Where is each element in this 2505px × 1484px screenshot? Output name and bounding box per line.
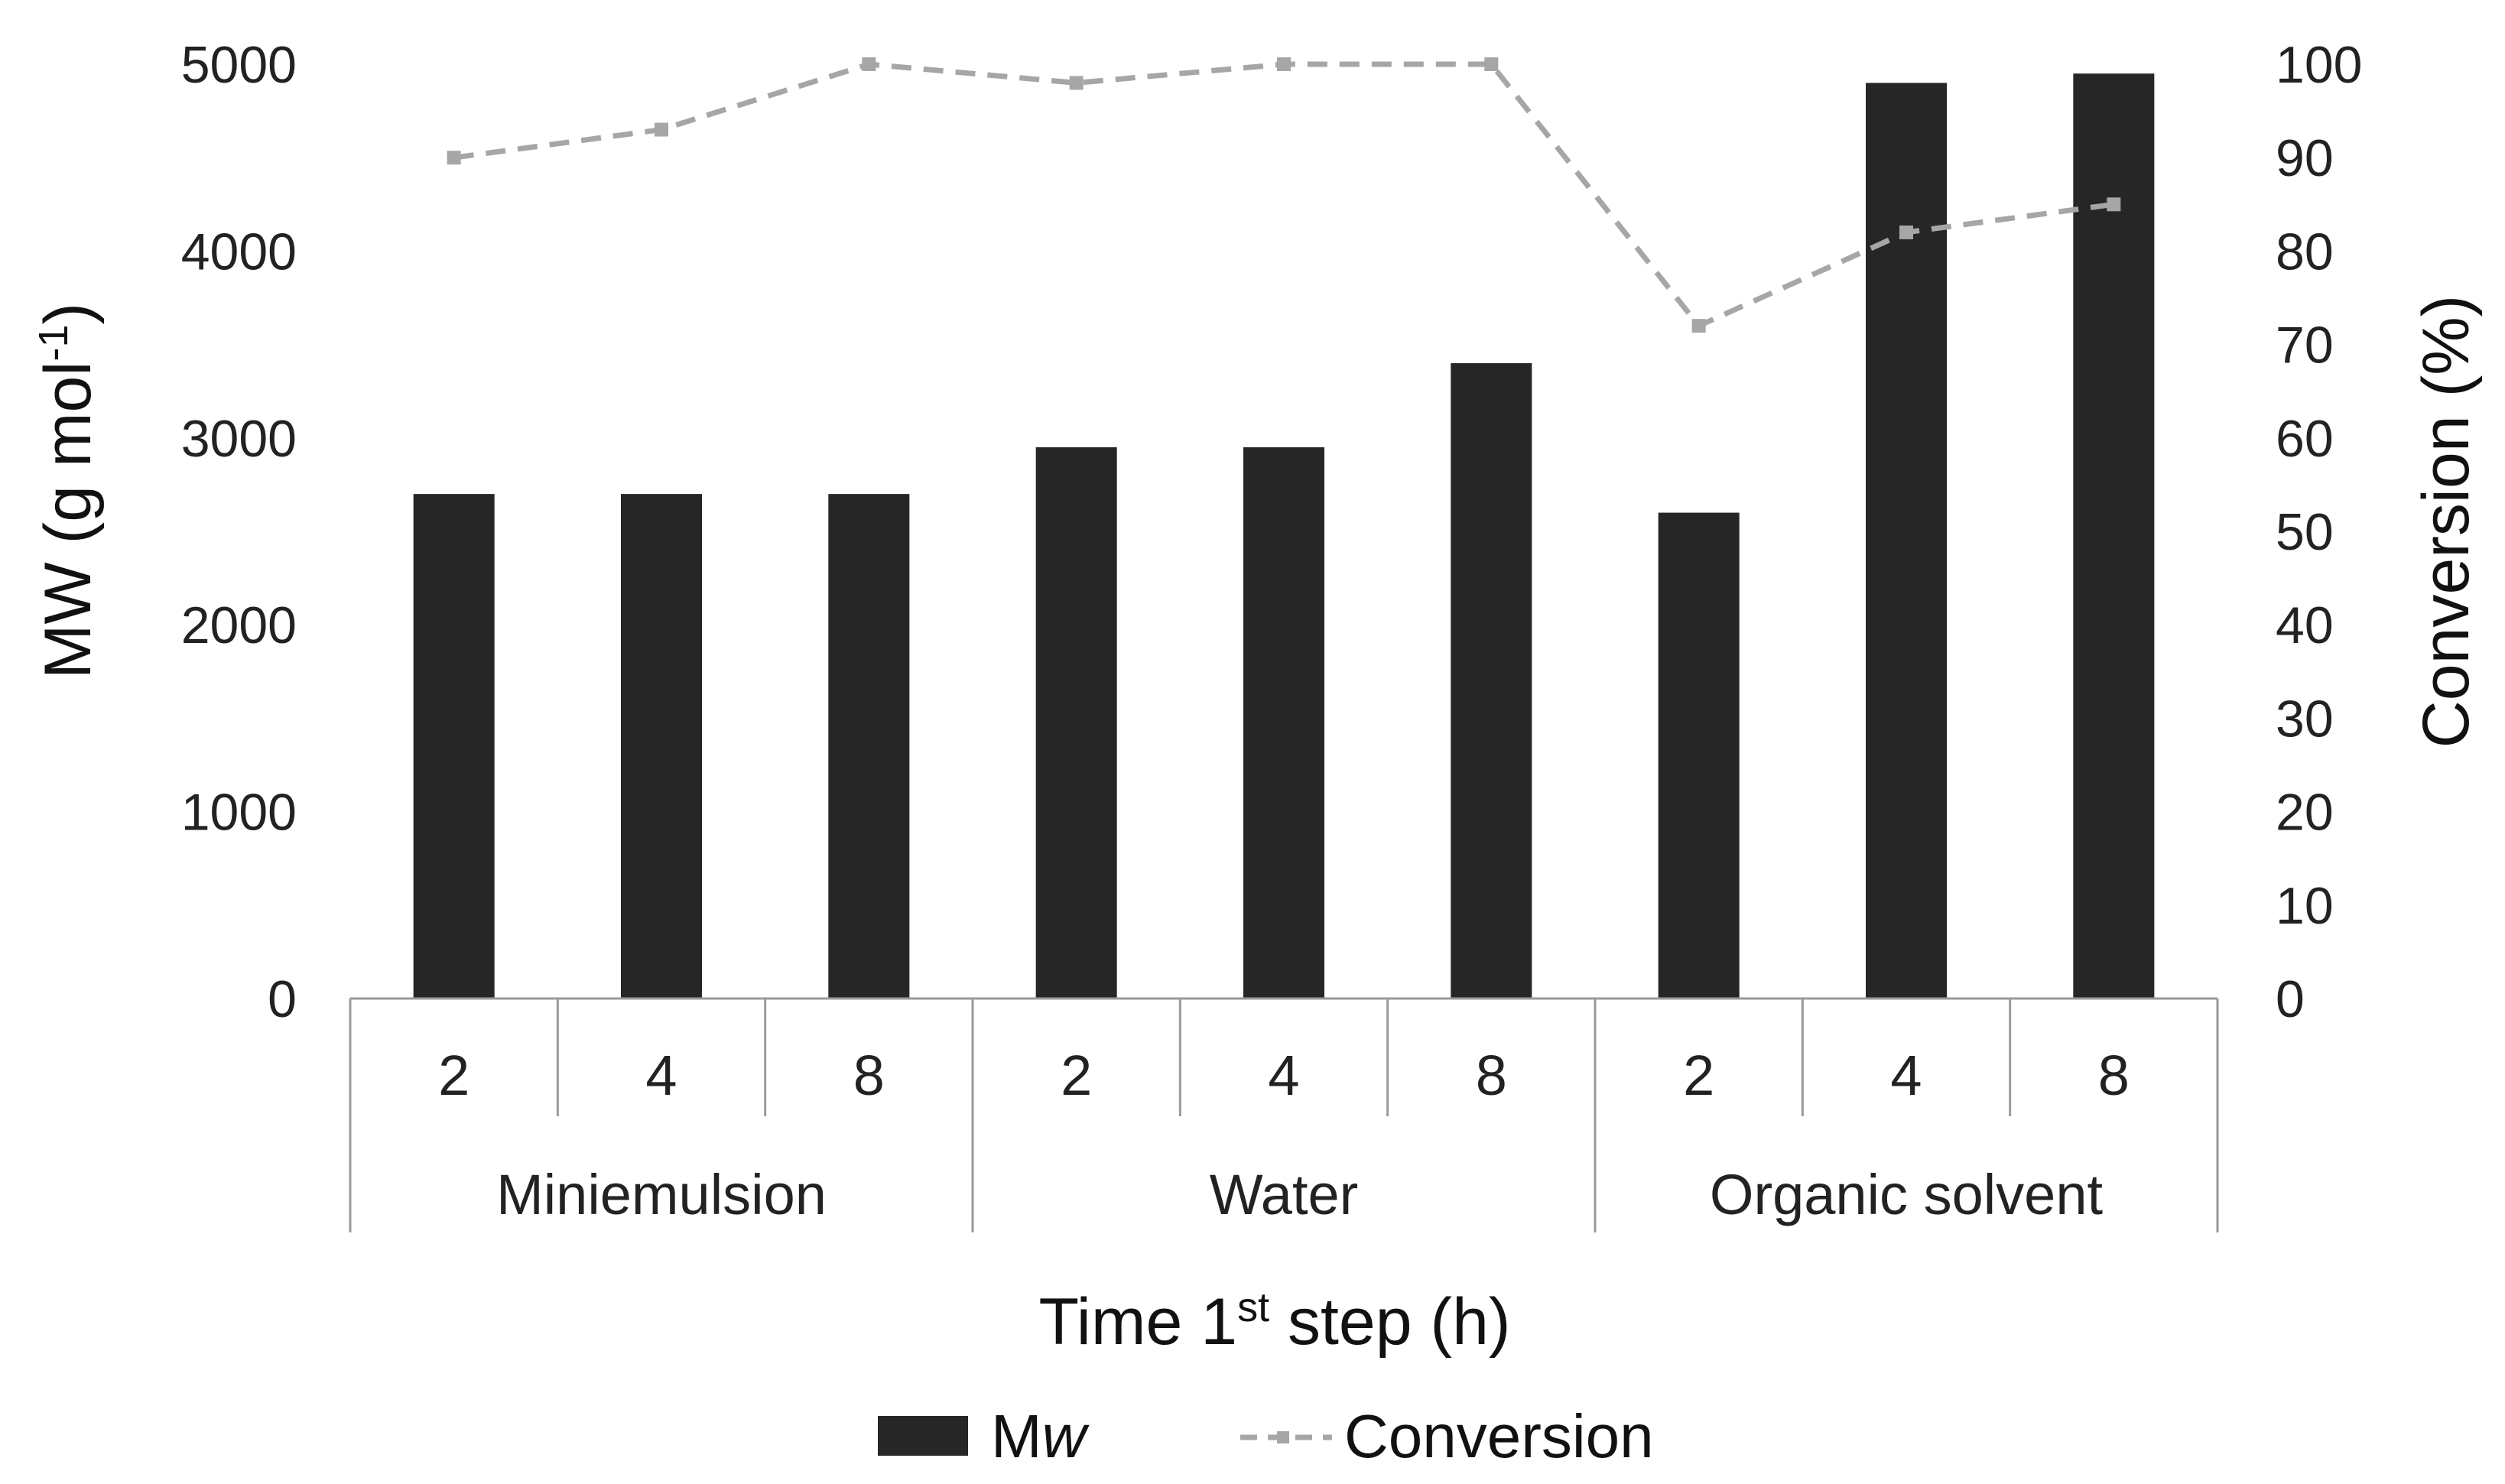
conversion-point-6 bbox=[1691, 319, 1706, 333]
y-right-tick-3: 30 bbox=[2276, 690, 2334, 748]
y-right-tick-4: 40 bbox=[2276, 596, 2334, 654]
category-label-5: 8 bbox=[1476, 1044, 1507, 1107]
bar-mw-4 bbox=[1243, 447, 1324, 999]
category-label-0: 2 bbox=[438, 1044, 469, 1107]
legend-label-conversion: Conversion bbox=[1344, 1402, 1654, 1470]
y-right-axis-title: Conversion (%) bbox=[2409, 295, 2483, 748]
y-left-tick-2: 2000 bbox=[181, 596, 297, 654]
bar-mw-5 bbox=[1451, 363, 1532, 999]
bar-mw-2 bbox=[828, 494, 910, 999]
category-label-7: 4 bbox=[1890, 1044, 1922, 1107]
bar-mw-1 bbox=[621, 494, 702, 999]
y-right-tick-2: 20 bbox=[2276, 784, 2334, 842]
group-label-1: Water bbox=[1210, 1163, 1359, 1226]
conversion-line-layer bbox=[447, 57, 2121, 333]
legend-label-mw: Mw bbox=[991, 1402, 1090, 1470]
bar-mw-6 bbox=[1658, 512, 1740, 999]
category-label-2: 8 bbox=[853, 1044, 885, 1107]
y-right-tick-7: 70 bbox=[2276, 317, 2334, 375]
legend: Mw Conversion bbox=[878, 1402, 1654, 1470]
group-label-0: Miniemulsion bbox=[496, 1163, 827, 1226]
y-right-tick-0: 0 bbox=[2276, 970, 2305, 1028]
conversion-point-3 bbox=[1069, 76, 1084, 90]
bar-mw-8 bbox=[2073, 73, 2155, 999]
y-right-tick-10: 100 bbox=[2276, 36, 2362, 94]
conversion-point-8 bbox=[2107, 197, 2121, 212]
y-right-tick-1: 10 bbox=[2276, 877, 2334, 935]
y-left-tick-0: 0 bbox=[268, 970, 297, 1028]
y-right-tick-9: 90 bbox=[2276, 129, 2334, 187]
y-left-axis-title: MW (g mol-1) bbox=[31, 303, 105, 679]
conversion-point-1 bbox=[655, 122, 668, 137]
category-label-1: 4 bbox=[645, 1044, 677, 1107]
y-right-tick-5: 50 bbox=[2276, 503, 2334, 561]
legend-swatch-mw bbox=[878, 1416, 968, 1456]
y-left-tick-4: 4000 bbox=[181, 222, 297, 281]
category-label-3: 2 bbox=[1061, 1044, 1092, 1107]
category-label-6: 2 bbox=[1683, 1044, 1714, 1107]
category-label-8: 8 bbox=[2098, 1044, 2130, 1107]
conversion-line bbox=[453, 61, 2114, 329]
y-right-tick-8: 80 bbox=[2276, 222, 2334, 281]
y-left-tick-5: 5000 bbox=[181, 36, 297, 94]
group-label-2: Organic solvent bbox=[1710, 1163, 2104, 1226]
conversion-point-2 bbox=[862, 57, 876, 71]
bars-layer bbox=[413, 73, 2155, 999]
conversion-point-5 bbox=[1484, 57, 1499, 71]
y-right-tick-6: 60 bbox=[2276, 410, 2334, 468]
category-labels-layer: 2 4 8 Miniemulsion 2 4 8 Water 2 4 8 Organic solven… bbox=[438, 1044, 2130, 1226]
y-left-tick-3: 3000 bbox=[181, 410, 297, 468]
category-label-4: 4 bbox=[1268, 1044, 1299, 1107]
conversion-point-7 bbox=[1899, 225, 1913, 239]
tick-labels-layer: 0 1000 2000 3000 4000 5000 0 10 20 30 40 50 60 70 80 90… bbox=[181, 36, 2363, 1028]
y-left-tick-1: 1000 bbox=[181, 784, 297, 842]
bar-mw-3 bbox=[1035, 447, 1117, 999]
x-axis-title: Time 1st step (h) bbox=[1038, 1284, 1510, 1359]
axes-layer bbox=[349, 997, 2219, 1232]
legend-marker-conversion bbox=[1277, 1431, 1289, 1443]
bar-mw-7 bbox=[1866, 83, 1947, 999]
conversion-point-4 bbox=[1277, 57, 1291, 71]
bar-mw-0 bbox=[413, 494, 495, 999]
conversion-point-0 bbox=[447, 151, 461, 165]
